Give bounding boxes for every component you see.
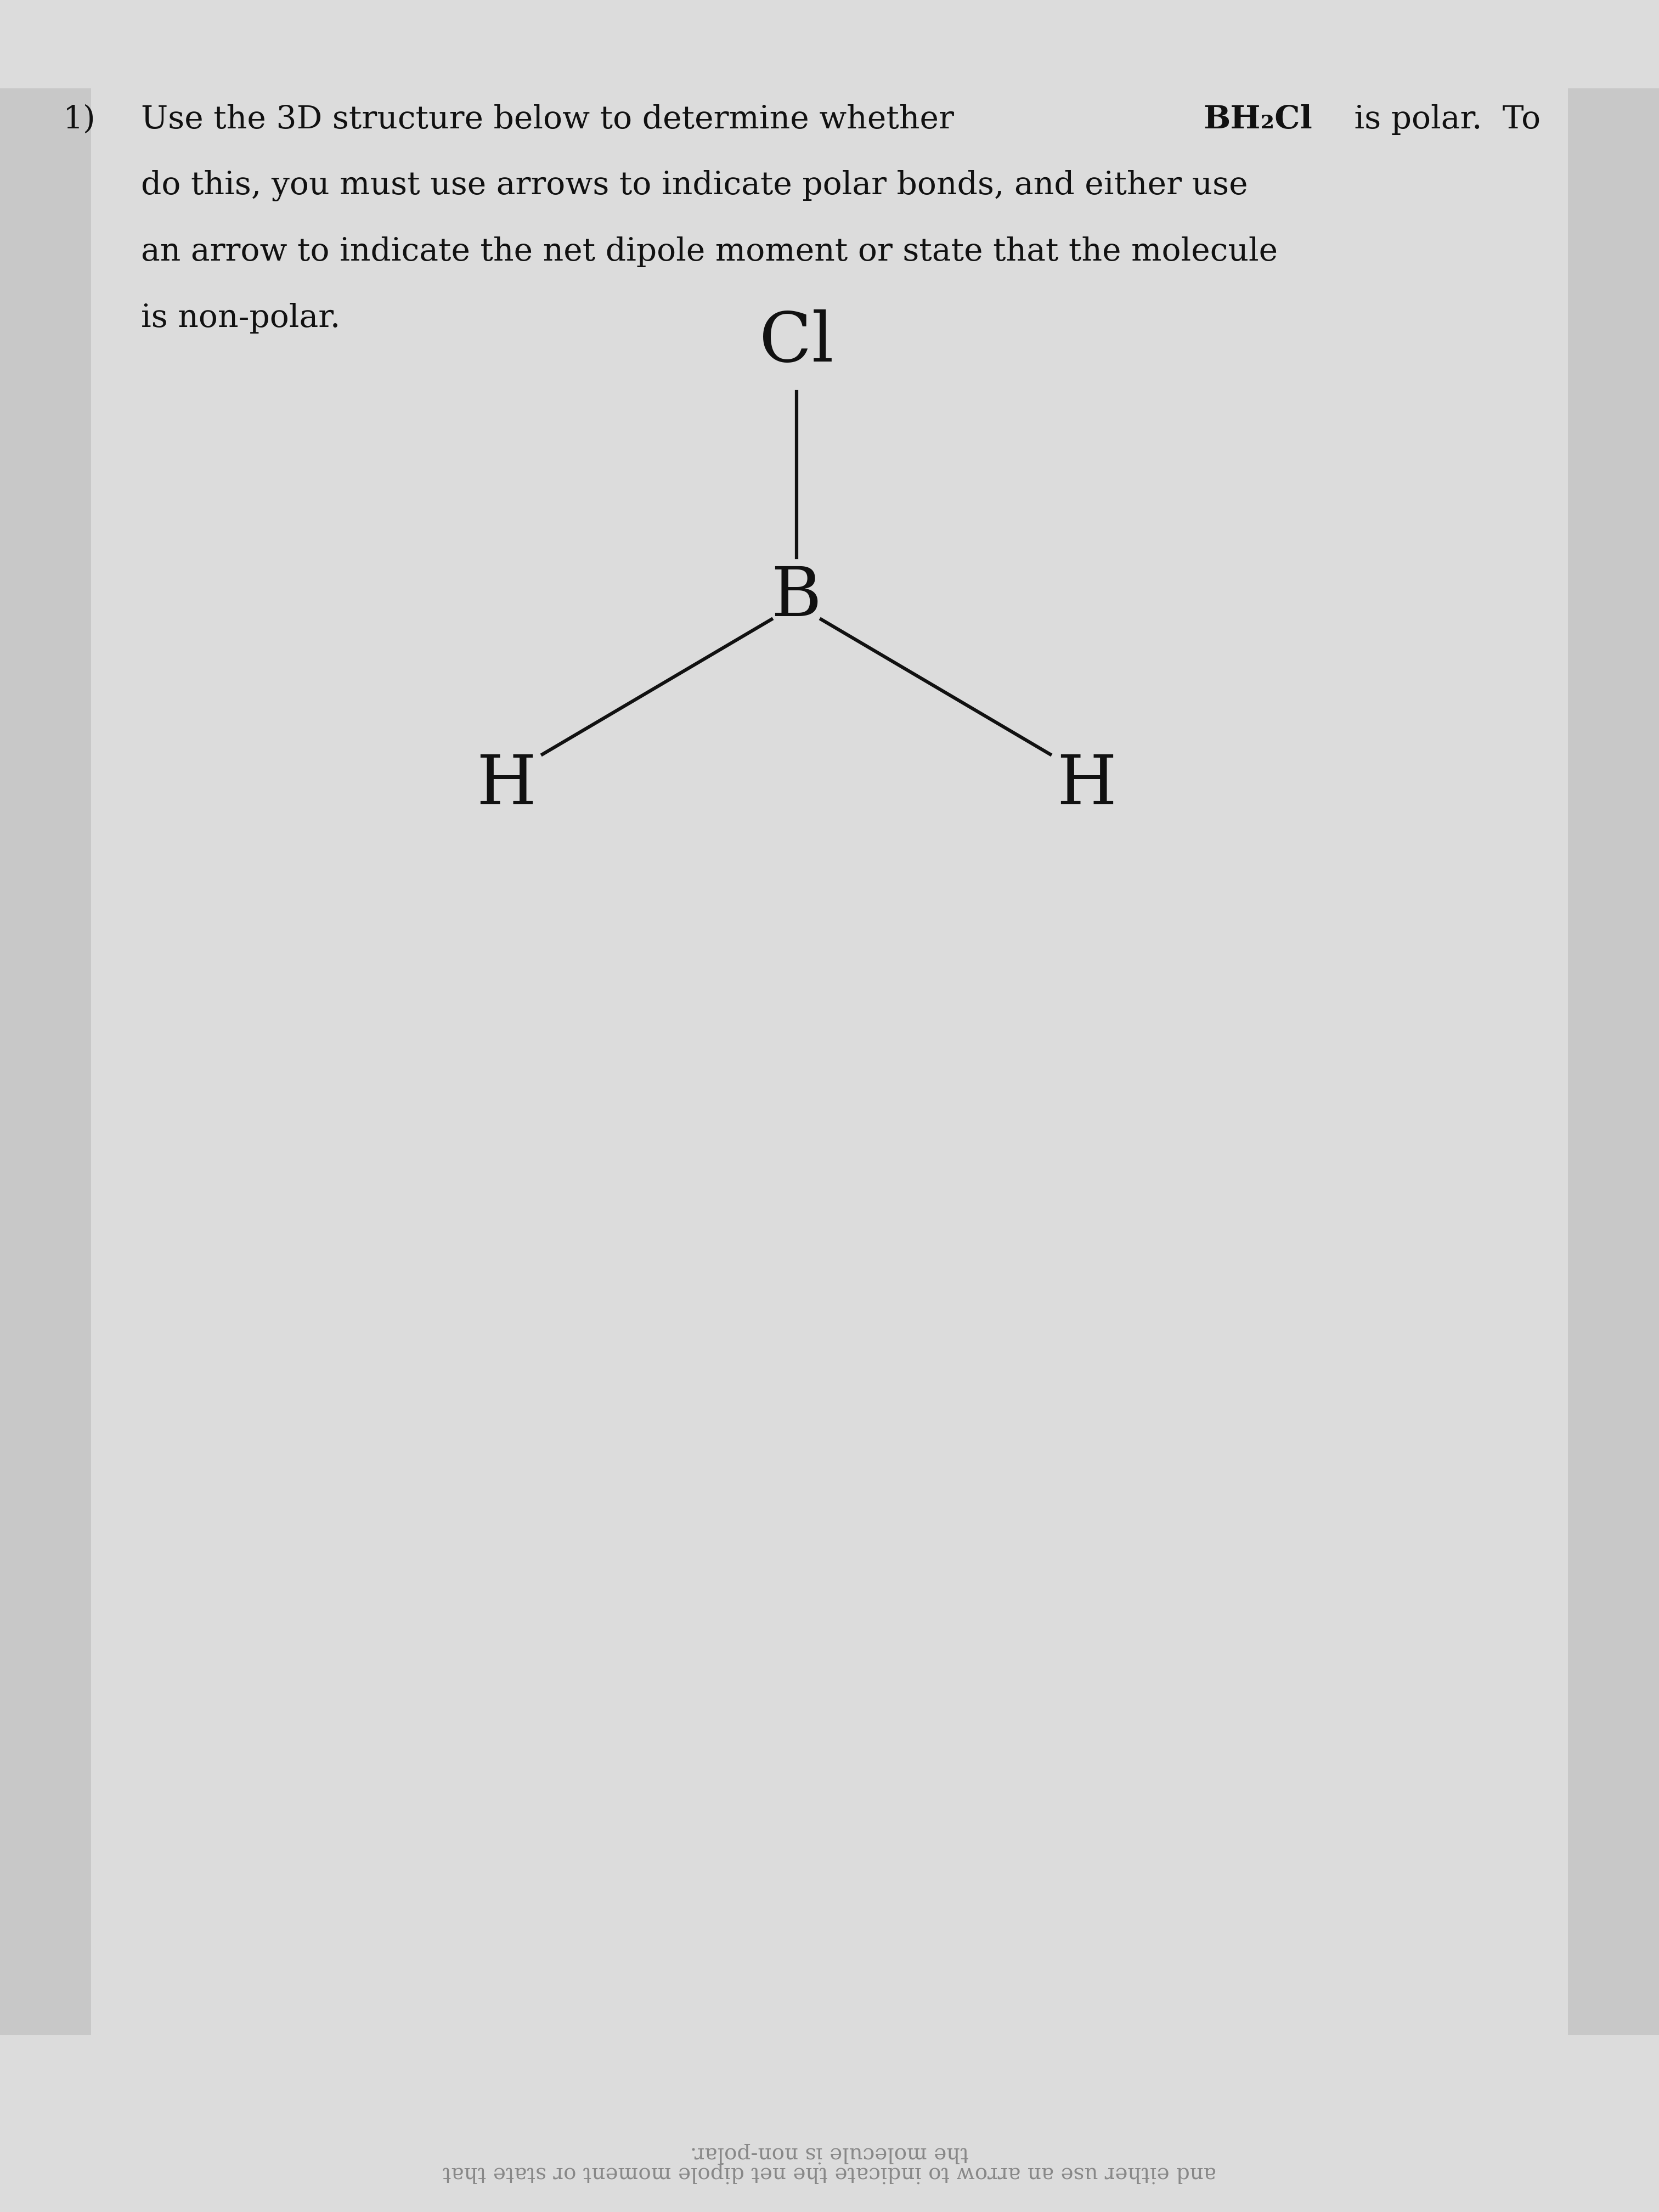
Text: H: H — [1057, 752, 1117, 818]
Text: do this, you must use arrows to indicate polar bonds, and either use: do this, you must use arrows to indicate… — [141, 170, 1248, 201]
Text: is polar.  To: is polar. To — [1344, 104, 1541, 135]
Text: 1): 1) — [63, 104, 96, 135]
Text: BH₂Cl: BH₂Cl — [1203, 104, 1312, 135]
Text: and either use an arrow to indicate the net dipole moment or state that: and either use an arrow to indicate the … — [443, 2163, 1216, 2183]
Text: Use the 3D structure below to determine whether: Use the 3D structure below to determine … — [141, 104, 964, 135]
Text: H: H — [476, 752, 536, 818]
Text: an arrow to indicate the net dipole moment or state that the molecule: an arrow to indicate the net dipole mome… — [141, 237, 1277, 268]
Text: Cl: Cl — [760, 310, 833, 376]
Bar — [0, 88, 91, 2035]
Text: B: B — [771, 564, 821, 630]
Bar — [1568, 88, 1659, 2035]
Text: the molecule is non-polar.: the molecule is non-polar. — [690, 2143, 969, 2163]
Text: is non-polar.: is non-polar. — [141, 303, 340, 334]
